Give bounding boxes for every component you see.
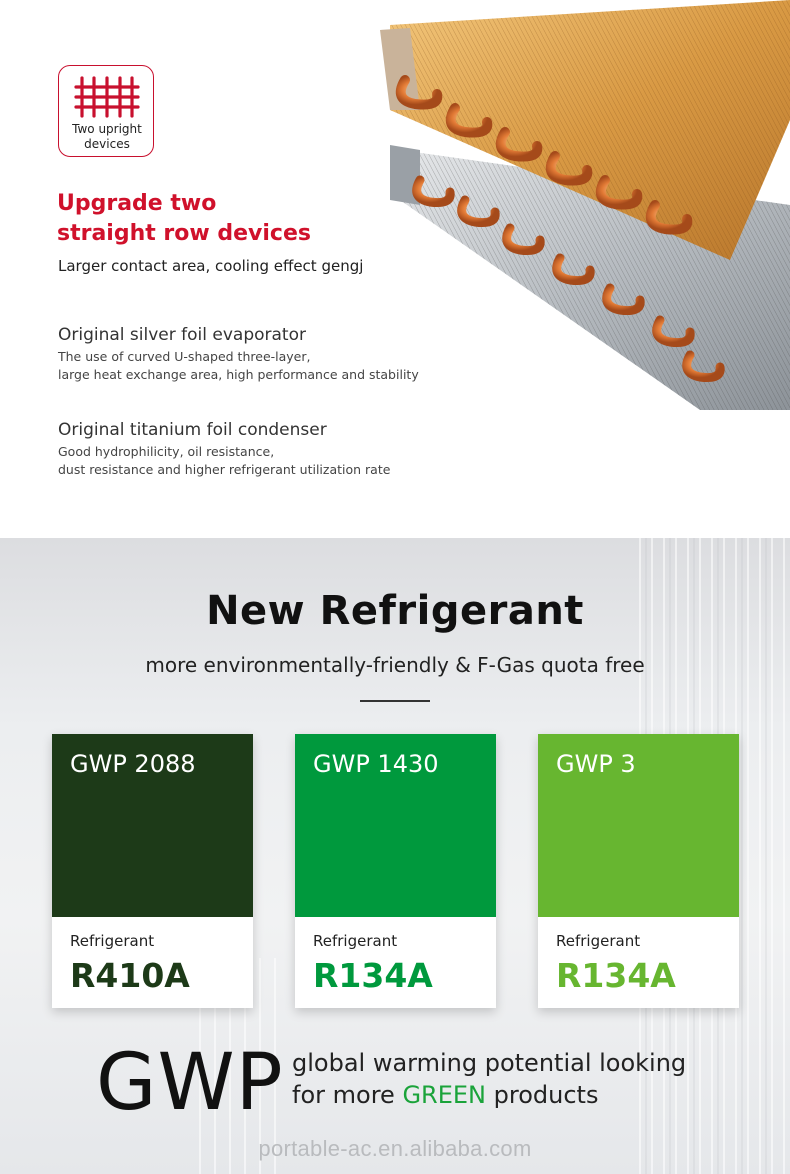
watermark: portable-ac.en.alibaba.com <box>258 1136 532 1161</box>
badge-label-line2: devices <box>84 137 130 151</box>
gwp-green-word: GREEN <box>402 1081 486 1109</box>
section-headline: Upgrade two straight row devices <box>57 189 387 249</box>
feature-desc-line1: The use of curved U-shaped three-layer, <box>58 349 311 364</box>
coil-image <box>380 0 790 410</box>
feature-evaporator: Original silver foil evaporator The use … <box>58 325 419 384</box>
refrigerant-title: New Refrigerant <box>206 588 584 634</box>
card-gwp-value: GWP 3 <box>556 750 636 778</box>
refrigerant-section: New Refrigerant more environmentally-fri… <box>0 538 790 1174</box>
card-code: R410A <box>70 956 190 995</box>
feature-desc-line2: large heat exchange area, high performan… <box>58 367 419 382</box>
gwp-heading: GWP <box>96 1038 284 1128</box>
gwp-description-line2: for more GREEN products <box>292 1079 686 1111</box>
headline-line1: Upgrade two <box>57 191 217 216</box>
headline-line2: straight row devices <box>57 221 311 246</box>
card-label: Refrigerant <box>313 932 398 950</box>
card-color-block <box>52 734 253 917</box>
section-subline: Larger contact area, cooling effect geng… <box>58 257 364 275</box>
card-code: R134A <box>313 956 433 995</box>
feature-desc: The use of curved U-shaped three-layer, … <box>58 348 419 384</box>
feature-desc-line2: dust resistance and higher refrigerant u… <box>58 462 391 477</box>
card-gwp-value: GWP 1430 <box>313 750 439 778</box>
gwp-suffix: products <box>486 1081 599 1109</box>
gwp-prefix: for more <box>292 1081 403 1109</box>
gwp-description-line1: global warming potential looking <box>292 1049 687 1077</box>
title-divider <box>360 700 430 702</box>
feature-desc-line1: Good hydrophilicity, oil resistance, <box>58 444 275 459</box>
card-color-block <box>538 734 739 917</box>
badge-label: Two upright devices <box>59 122 155 152</box>
gwp-description: global warming potential looking for mor… <box>292 1047 686 1111</box>
refrigerant-card-r134a: GWP 1430 Refrigerant R134A <box>295 734 496 1008</box>
feature-title: Original titanium foil condenser <box>58 420 327 440</box>
feature-desc: Good hydrophilicity, oil resistance, dus… <box>58 443 390 479</box>
card-code: R134A <box>556 956 676 995</box>
card-gwp-value: GWP 2088 <box>70 750 196 778</box>
refrigerant-subtitle: more environmentally-friendly & F-Gas qu… <box>145 653 645 677</box>
card-color-block <box>295 734 496 917</box>
grid-icon <box>74 76 140 118</box>
refrigerant-card-r134a-low-gwp: GWP 3 Refrigerant R134A <box>538 734 739 1008</box>
two-upright-badge: Two upright devices <box>58 65 154 157</box>
feature-title: Original silver foil evaporator <box>58 325 306 345</box>
card-label: Refrigerant <box>556 932 641 950</box>
refrigerant-card-r410a: GWP 2088 Refrigerant R410A <box>52 734 253 1008</box>
card-label: Refrigerant <box>70 932 155 950</box>
evaporator-section: Two upright devices Upgrade two straight… <box>0 0 790 538</box>
badge-label-line1: Two upright <box>72 122 142 136</box>
feature-condenser: Original titanium foil condenser Good hy… <box>58 420 390 479</box>
